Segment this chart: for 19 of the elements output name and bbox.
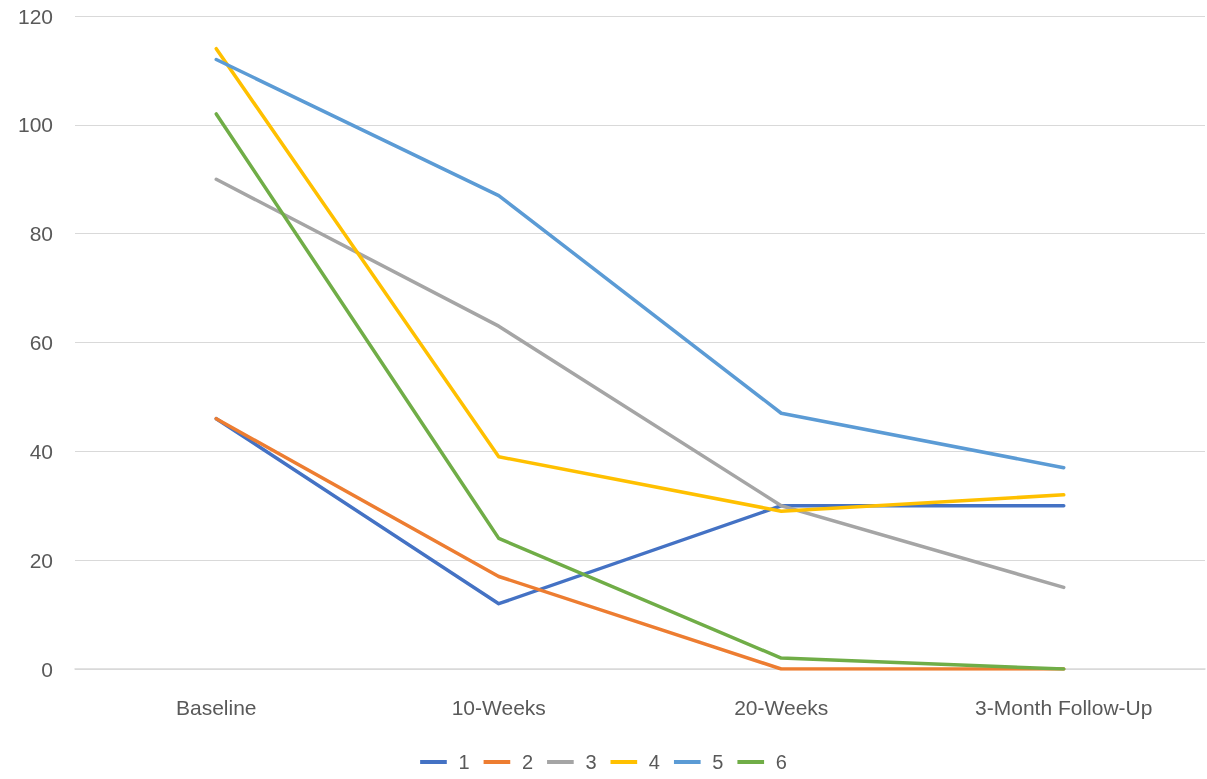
legend-label: 4 bbox=[648, 751, 660, 773]
y-tick-label: 0 bbox=[41, 657, 53, 681]
y-tick-label: 80 bbox=[29, 222, 53, 246]
legend-label: 3 bbox=[585, 751, 597, 773]
y-tick-label: 60 bbox=[29, 331, 53, 354]
x-tick-label: 20-Weeks bbox=[734, 696, 829, 719]
legend-label: 1 bbox=[458, 751, 470, 773]
y-tick-label: 40 bbox=[29, 439, 53, 463]
legend-label: 2 bbox=[521, 751, 534, 773]
y-tick-label: 100 bbox=[17, 113, 53, 137]
y-tick-label: 120 bbox=[17, 4, 53, 28]
line-series bbox=[214, 112, 1066, 671]
x-tick-label: 10-Weeks bbox=[451, 696, 546, 719]
legend-label: 5 bbox=[712, 751, 724, 773]
legend-label: 6 bbox=[775, 751, 787, 773]
x-tick-label: Baseline bbox=[175, 696, 257, 719]
x-tick-label: 3-Month Follow-Up bbox=[975, 696, 1153, 719]
line-series bbox=[214, 177, 1066, 590]
y-tick-label: 20 bbox=[29, 548, 53, 572]
